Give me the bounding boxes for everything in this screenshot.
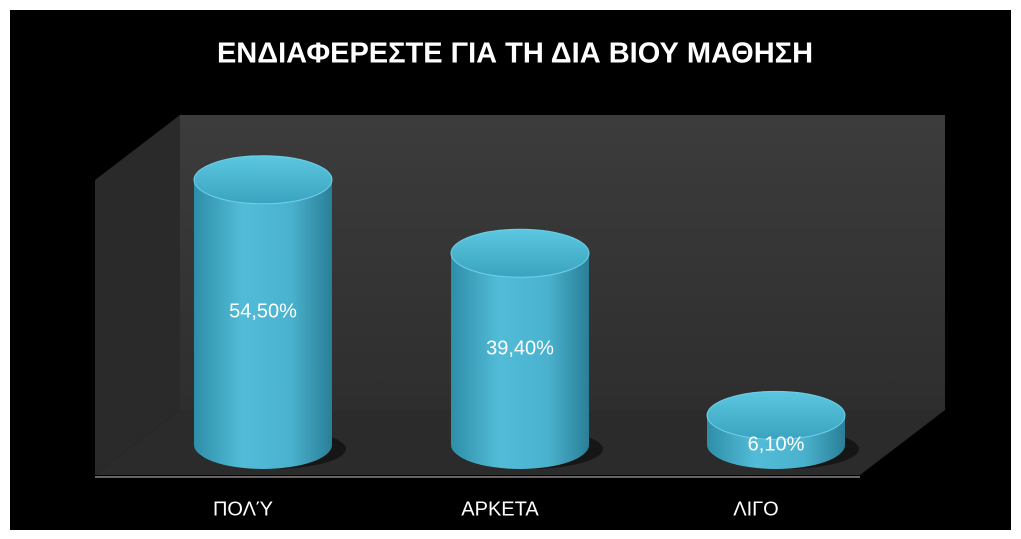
chart-title: ΕΝΔΙΑΦΕΡΕΣΤΕ ΓΙΑ ΤΗ ΔΙΑ ΒΙΟΥ ΜΑΘΗΣΗ — [217, 38, 813, 70]
bar-top — [706, 390, 846, 440]
bar — [194, 179, 332, 469]
data-label: 39,40% — [486, 337, 554, 359]
x-tick-label: ΑΡΚΕΤΑ — [461, 498, 539, 520]
x-tick-label: ΛΙΓΟ — [733, 498, 779, 520]
bar-top — [193, 155, 333, 205]
side-wall — [95, 115, 180, 475]
x-tick-label: ΠΟΛΎ — [213, 498, 273, 520]
bar — [451, 253, 589, 469]
bar-top — [450, 228, 590, 278]
data-label: 6,10% — [748, 433, 805, 455]
data-label: 54,50% — [229, 301, 297, 323]
